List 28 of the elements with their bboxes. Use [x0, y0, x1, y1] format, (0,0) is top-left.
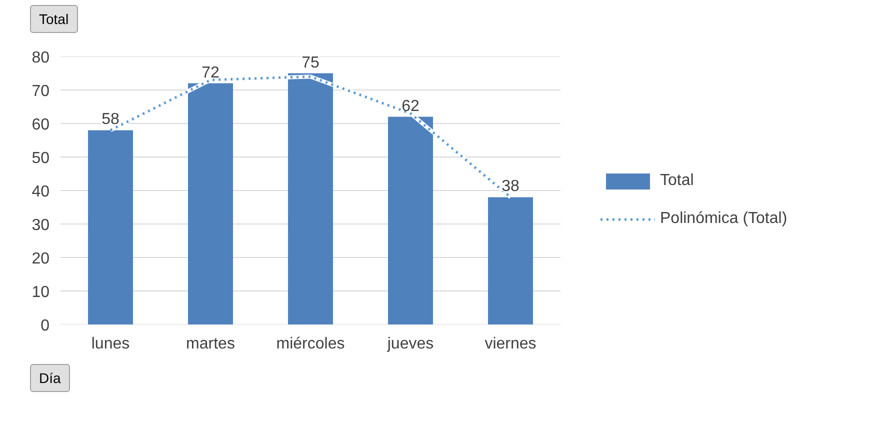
x-tick-label: lunes	[91, 336, 130, 352]
y-tick-label: 40	[32, 184, 50, 200]
bar	[488, 197, 533, 324]
y-tick-label: 30	[32, 217, 50, 234]
bar	[88, 130, 133, 324]
data-label: 58	[102, 111, 120, 128]
data-label: 62	[402, 98, 420, 115]
data-label: 38	[502, 178, 520, 196]
y-tick-label: 80	[32, 50, 50, 66]
bar	[288, 73, 333, 324]
data-label: 72	[202, 64, 220, 82]
data-label: 75	[302, 54, 320, 72]
y-tick-label: 50	[32, 150, 50, 167]
legend-label: Total	[660, 172, 694, 190]
text: Día	[39, 369, 61, 388]
x-tick-label: miércoles	[276, 336, 345, 352]
y-tick-label: 20	[32, 250, 50, 268]
y-tick-label: 10	[32, 284, 50, 301]
y-tick-label: 60	[32, 116, 50, 134]
x-tick-label: martes	[186, 336, 235, 352]
x-tick-label: jueves	[386, 336, 434, 352]
y-tick-label: 0	[40, 318, 50, 334]
x-tick-label: viernes	[484, 336, 536, 352]
bar	[188, 83, 233, 324]
legend-label: Polinómica (Total)	[660, 210, 788, 228]
text: Total	[39, 10, 69, 29]
y-tick-label: 70	[32, 83, 50, 100]
bar	[388, 116, 433, 324]
